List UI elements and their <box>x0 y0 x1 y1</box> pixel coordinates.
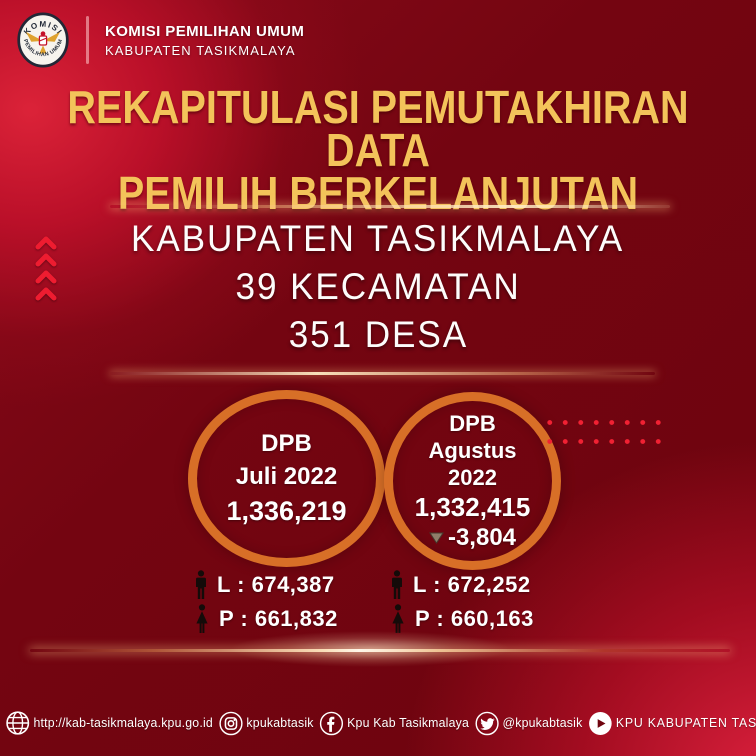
gold-flare-divider <box>0 631 756 667</box>
august-male-count: L : 672,252 <box>413 572 531 597</box>
dpb-july-circle: DPB Juli 2022 1,336,219 <box>188 390 385 567</box>
dpb-change-row: -3,804 <box>429 524 516 552</box>
august-gender-stats: L : 672,252 P : 660,163 <box>390 569 534 635</box>
august-female-count: P : 660,163 <box>415 606 534 631</box>
female-person-icon <box>392 604 404 633</box>
org-name-line2: KABUPATEN TASIKMALAYA <box>105 42 296 58</box>
dpb-august-title: DPB <box>449 410 496 436</box>
chevron-up-decoration <box>34 236 58 301</box>
facebook-name[interactable]: Kpu Kab Tasikmalaya <box>347 716 470 730</box>
chevron-up-icon <box>35 287 57 301</box>
dpb-july-title: DPB <box>261 430 312 457</box>
footer-item-instagram[interactable]: kpukabtasik <box>219 711 318 736</box>
header-divider <box>86 16 89 64</box>
region-kecamatan-count: 39 KECAMATAN <box>235 266 521 307</box>
gold-shine-bottom <box>110 372 655 375</box>
chevron-up-icon <box>35 236 57 250</box>
footer-item-youtube[interactable]: KPU KABUPATEN TASIKMALAYA <box>588 711 756 736</box>
footer-item-twitter[interactable]: @kpukabtasik <box>475 711 586 736</box>
dpb-august-period-line2: 2022 <box>448 464 497 490</box>
female-person-icon <box>196 604 208 633</box>
twitter-icon <box>475 711 499 735</box>
gold-shine-top <box>110 205 670 208</box>
july-male-row: L : 674,387 <box>194 569 338 601</box>
globe-icon <box>6 711 30 735</box>
footer-item-facebook[interactable]: Kpu Kab Tasikmalaya <box>320 711 473 736</box>
facebook-icon <box>320 711 344 735</box>
instagram-handle[interactable]: kpukabtasik <box>246 716 314 730</box>
male-person-icon <box>392 570 402 599</box>
page-title: REKAPITULASI PEMUTAKHIRAN DATA PEMILIH B… <box>53 81 703 219</box>
title-line1: REKAPITULASI PEMUTAKHIRAN DATA <box>67 81 689 176</box>
region-banner: KABUPATEN TASIKMALAYA 39 KECAMATAN 351 D… <box>0 205 756 375</box>
dpb-change-value: -3,804 <box>447 523 517 551</box>
july-female-row: P : 661,832 <box>194 603 338 635</box>
july-gender-stats: L : 674,387 P : 661,832 <box>194 569 338 635</box>
dpb-august-circle: DPB Agustus 2022 1,332,415 -3,804 <box>384 392 561 570</box>
kpu-logo-icon: KOMISI PEMILIHAN UMUM <box>17 12 69 68</box>
male-person-icon <box>196 570 206 599</box>
instagram-icon <box>219 711 243 735</box>
dot-grid-decoration <box>540 409 666 449</box>
title-line2: PEMILIH BERKELANJUTAN <box>117 167 639 219</box>
dpb-july-total: 1,336,219 <box>226 496 347 526</box>
region-info: KABUPATEN TASIKMALAYA 39 KECAMATAN 351 D… <box>0 215 756 359</box>
chevron-up-icon <box>35 253 57 267</box>
dpb-august-total: 1,332,415 <box>414 491 531 522</box>
social-footer: http://kab-tasikmalaya.kpu.go.id kpukabt… <box>0 710 756 736</box>
footer-item-website[interactable]: http://kab-tasikmalaya.kpu.go.id <box>5 710 217 736</box>
header: KOMISI PEMILIHAN UMUM KOMISI PEMILIHAN U… <box>16 10 304 70</box>
youtube-channel[interactable]: KPU KABUPATEN TASIKMALAYA <box>615 716 756 730</box>
august-male-row: L : 672,252 <box>390 569 534 601</box>
twitter-handle[interactable]: @kpukabtasik <box>502 716 583 730</box>
flare-line <box>30 649 730 652</box>
august-female-row: P : 660,163 <box>390 603 534 635</box>
decrease-triangle-icon <box>429 532 444 544</box>
website-url[interactable]: http://kab-tasikmalaya.kpu.go.id <box>33 716 213 730</box>
youtube-icon <box>589 711 612 735</box>
july-male-count: L : 674,387 <box>217 572 335 597</box>
region-name: KABUPATEN TASIKMALAYA <box>131 218 625 259</box>
dpb-august-period-line1: Agustus <box>428 437 517 463</box>
header-org-text: KOMISI PEMILIHAN UMUM KABUPATEN TASIKMAL… <box>105 23 304 58</box>
dpb-july-period: Juli 2022 <box>235 463 338 490</box>
july-female-count: P : 661,832 <box>219 606 338 631</box>
chevron-up-icon <box>35 270 57 284</box>
region-desa-count: 351 DESA <box>288 314 468 355</box>
org-name-line1: KOMISI PEMILIHAN UMUM <box>105 22 305 40</box>
